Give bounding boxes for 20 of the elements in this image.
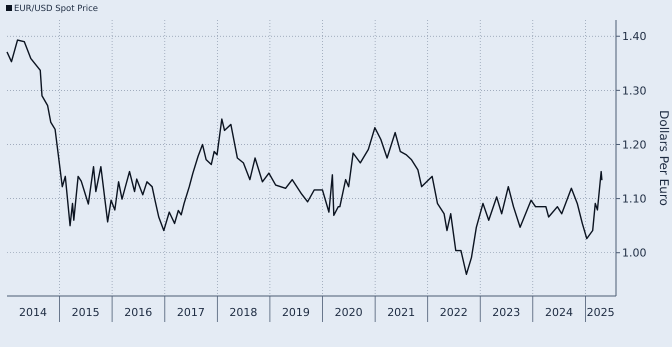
y-tick-label: 1.10 — [622, 192, 646, 206]
x-tick-label: 2020 — [334, 306, 363, 319]
x-tick-label: 2016 — [124, 306, 152, 319]
x-tick-label: 2018 — [229, 306, 258, 319]
y-tick-label: 1.40 — [622, 30, 646, 44]
y-tick-label: 1.00 — [622, 246, 646, 260]
x-tick-label: 2014 — [19, 306, 48, 319]
line-series — [6, 39, 603, 276]
x-tick-label: 2017 — [176, 306, 205, 319]
x-tick-label: 2025 — [586, 306, 615, 319]
y-tick-label: 1.30 — [622, 84, 646, 98]
x-tick-label: 2021 — [387, 306, 416, 319]
legend-label: EUR/USD Spot Price — [14, 4, 98, 14]
x-tick-label: 2019 — [282, 306, 310, 319]
x-tick-label: 2024 — [544, 306, 573, 319]
y-axis-title: Dollars Per Euro — [657, 110, 671, 206]
x-tick-label: 2022 — [440, 306, 468, 319]
x-tick-label: 2015 — [72, 306, 100, 319]
y-tick-label: 1.20 — [622, 138, 646, 152]
x-tick-label: 2023 — [492, 306, 520, 319]
